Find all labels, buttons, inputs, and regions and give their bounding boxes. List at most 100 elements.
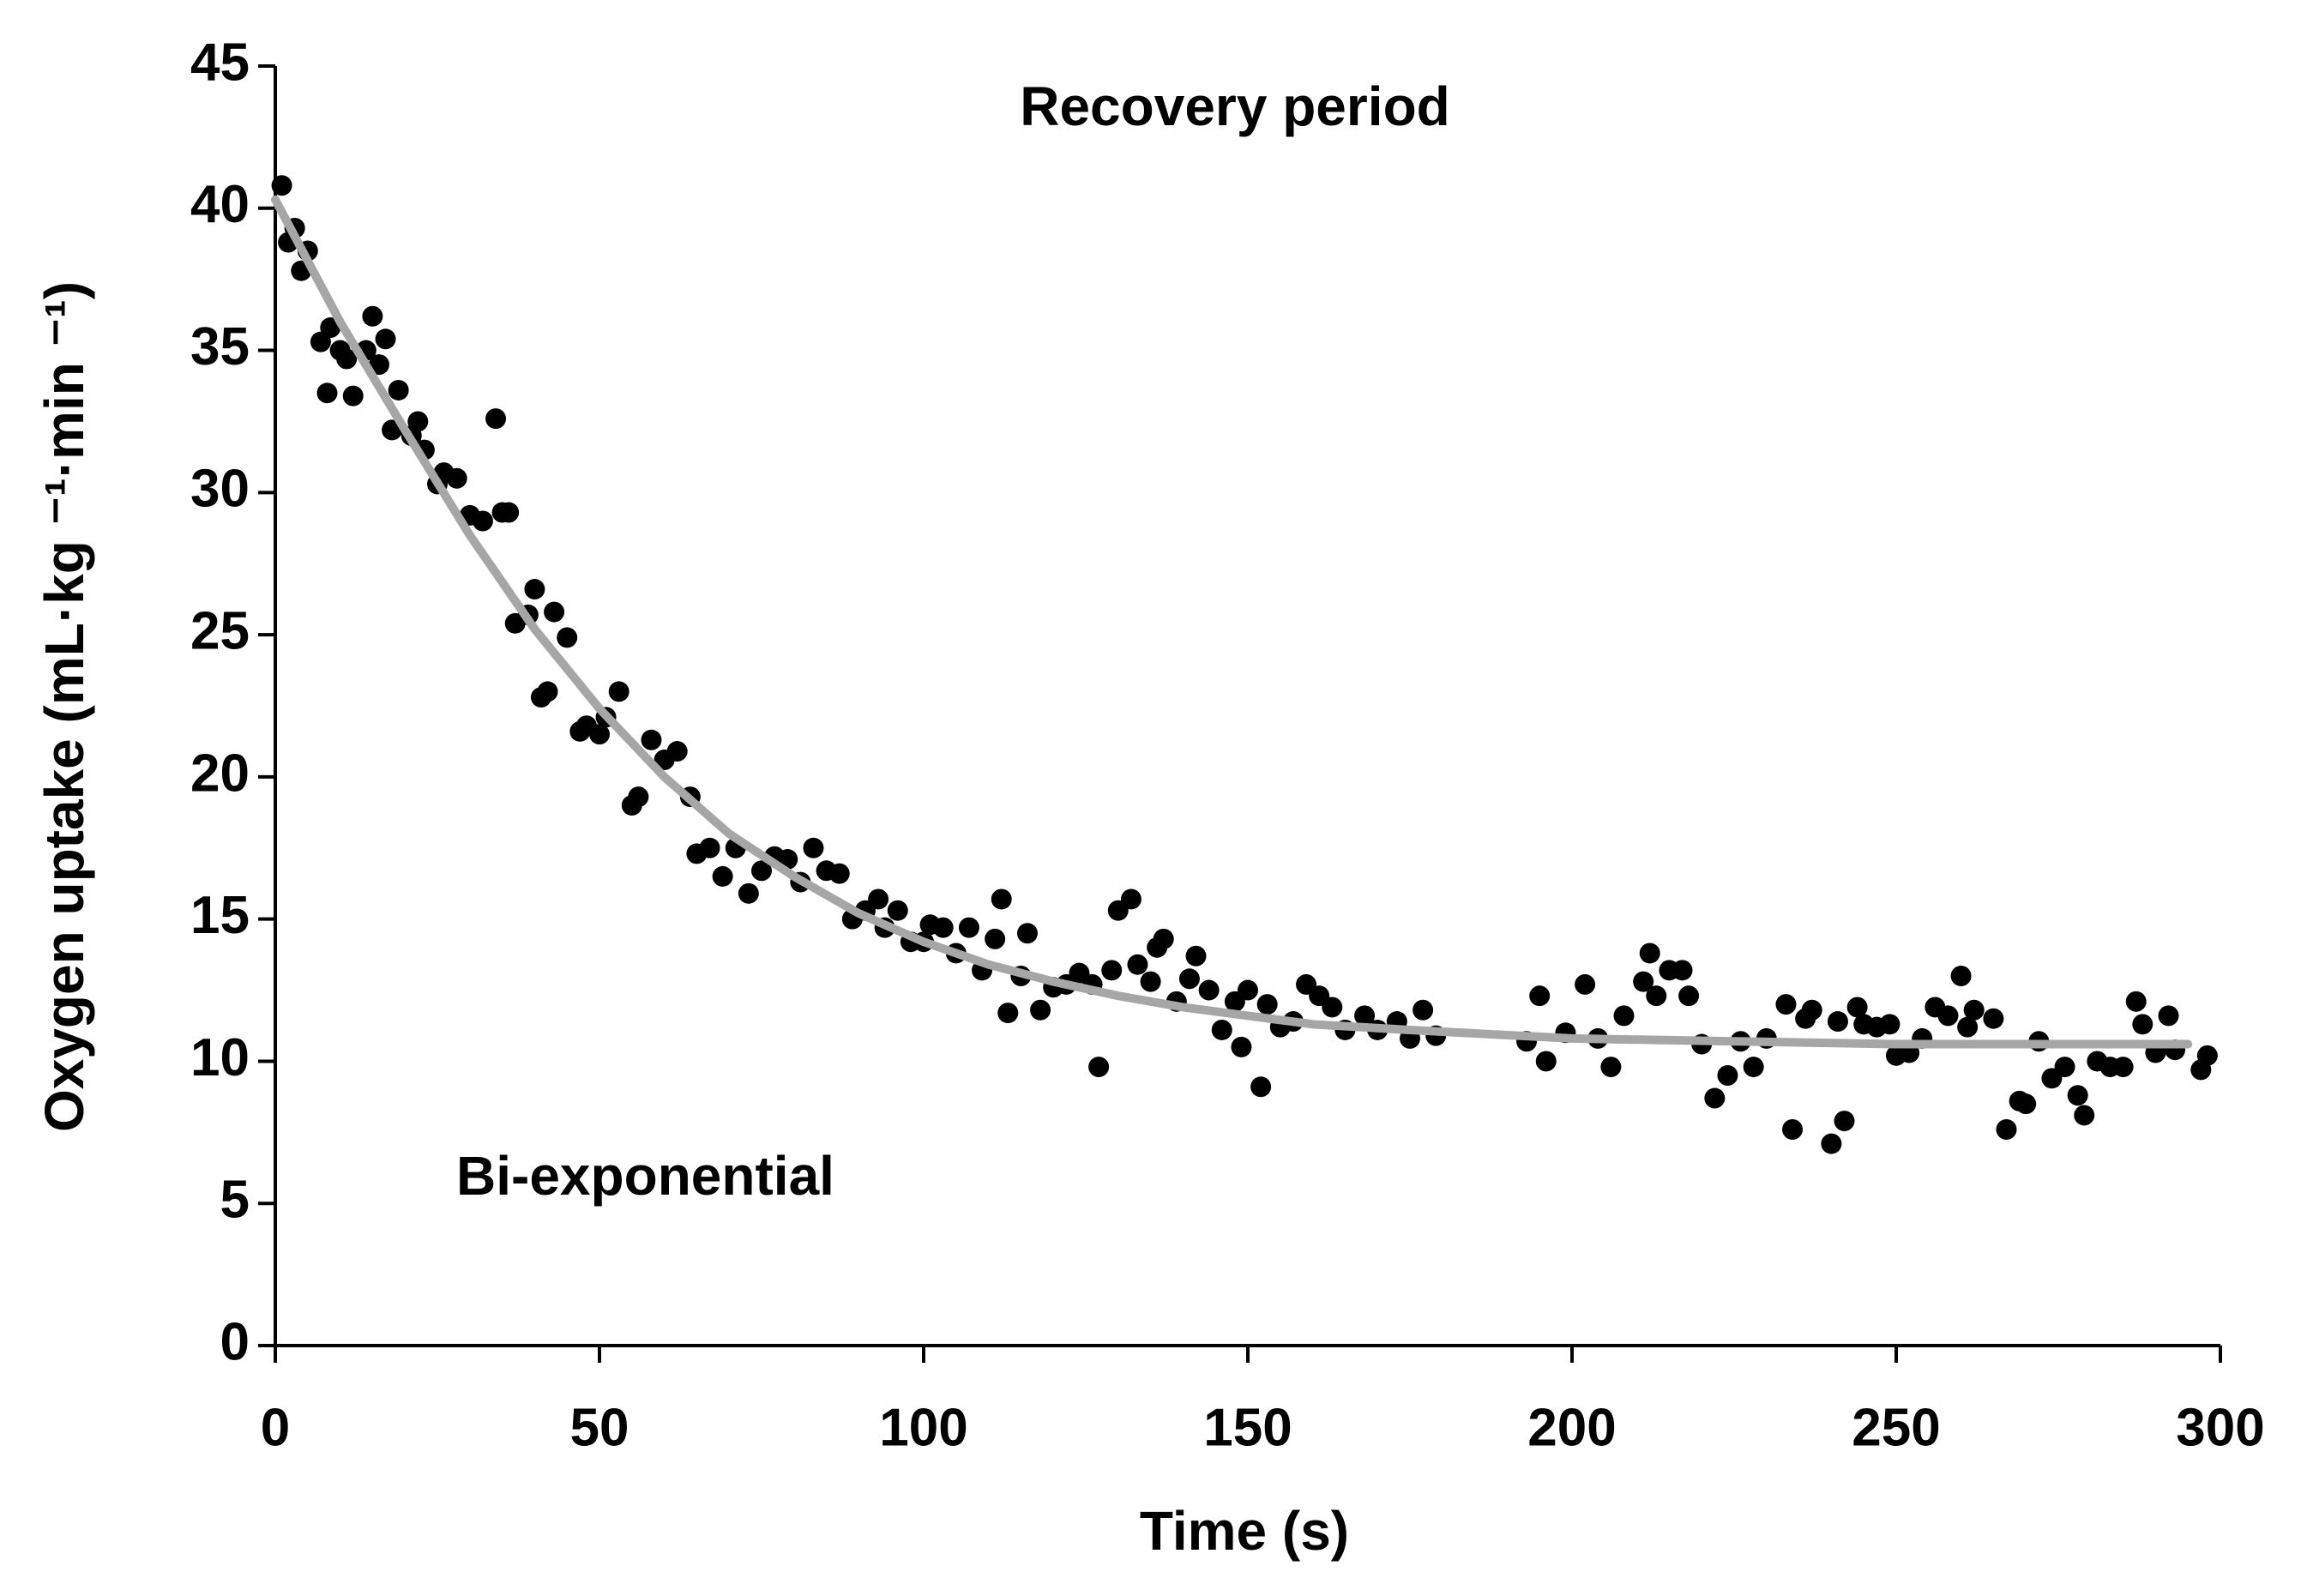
data-point bbox=[2132, 1014, 2153, 1035]
data-point bbox=[608, 681, 629, 702]
y-axis-label: Oxygen uptake (mL·kg ⁻¹·min ⁻¹) bbox=[33, 281, 95, 1132]
x-tick-label: 200 bbox=[1527, 1398, 1616, 1457]
data-point bbox=[1937, 1005, 1959, 1027]
data-point bbox=[1983, 1008, 2004, 1029]
x-tick-label: 0 bbox=[261, 1398, 290, 1457]
y-tick-label: 25 bbox=[190, 601, 250, 660]
y-tick-label: 30 bbox=[190, 460, 250, 519]
data-point bbox=[271, 175, 292, 196]
data-point bbox=[388, 379, 409, 401]
data-point bbox=[1178, 968, 1200, 990]
data-point bbox=[1672, 960, 1693, 981]
data-point bbox=[699, 837, 720, 858]
data-point bbox=[1963, 999, 1985, 1021]
x-tick-label: 100 bbox=[879, 1398, 967, 1457]
data-point bbox=[342, 385, 364, 407]
data-point bbox=[1646, 985, 1667, 1007]
data-point bbox=[2158, 1005, 2179, 1027]
data-point bbox=[1879, 1014, 1900, 1035]
data-point bbox=[628, 786, 649, 808]
x-axis-label: Time (s) bbox=[1140, 1500, 1349, 1562]
data-point bbox=[2015, 1093, 2037, 1115]
data-point bbox=[751, 860, 772, 882]
data-point bbox=[1153, 928, 1174, 949]
data-point bbox=[712, 865, 733, 887]
data-point bbox=[1030, 999, 1051, 1021]
fit-line bbox=[271, 195, 2193, 1049]
data-point bbox=[316, 382, 338, 404]
data-point bbox=[738, 882, 759, 904]
data-point bbox=[485, 408, 507, 430]
data-point bbox=[828, 863, 850, 884]
data-point bbox=[1575, 973, 1596, 995]
data-point bbox=[666, 741, 688, 762]
data-point bbox=[407, 411, 429, 432]
data-point bbox=[1957, 1016, 1979, 1038]
data-point bbox=[997, 1003, 1019, 1024]
data-point bbox=[985, 928, 1006, 949]
data-point bbox=[1704, 1087, 1726, 1109]
y-tick-label: 45 bbox=[190, 33, 250, 92]
data-point bbox=[1996, 1119, 2017, 1141]
y-tick-label: 20 bbox=[190, 744, 250, 803]
data-point bbox=[1198, 979, 1220, 1001]
data-point bbox=[1743, 1057, 1764, 1078]
data-point bbox=[362, 305, 383, 327]
data-point bbox=[803, 837, 824, 858]
data-point bbox=[544, 601, 565, 623]
x-tick-label: 300 bbox=[2176, 1398, 2264, 1457]
data-point bbox=[2112, 1057, 2134, 1078]
data-point bbox=[1231, 1036, 1252, 1057]
data-point bbox=[1413, 999, 1434, 1021]
data-point bbox=[1322, 997, 1343, 1018]
data-point bbox=[1834, 1111, 1855, 1132]
data-point bbox=[1678, 985, 1700, 1007]
data-point bbox=[1101, 960, 1123, 981]
y-tick-label: 10 bbox=[190, 1028, 250, 1087]
data-point bbox=[320, 317, 341, 339]
y-tick-label: 5 bbox=[220, 1171, 250, 1230]
data-point bbox=[1088, 1057, 1110, 1078]
y-tick-label: 35 bbox=[190, 317, 250, 376]
annotation: Bi-exponential bbox=[456, 1145, 834, 1207]
data-point bbox=[958, 917, 979, 938]
data-point bbox=[1782, 1119, 1804, 1141]
data-point bbox=[1600, 1057, 1622, 1078]
data-point bbox=[1529, 985, 1551, 1007]
data-point bbox=[1185, 945, 1207, 967]
x-tick-label: 150 bbox=[1203, 1398, 1292, 1457]
data-point bbox=[1613, 1005, 1635, 1027]
data-point bbox=[1639, 943, 1660, 964]
data-point bbox=[589, 724, 610, 745]
data-point bbox=[1633, 971, 1654, 992]
data-point bbox=[991, 888, 1012, 910]
data-point bbox=[1950, 965, 1972, 986]
data-point bbox=[537, 681, 558, 702]
y-tick-label: 0 bbox=[220, 1312, 250, 1371]
data-point bbox=[1821, 1133, 1842, 1154]
data-point bbox=[2125, 991, 2147, 1012]
data-point bbox=[1016, 923, 1038, 944]
x-tick-label: 250 bbox=[1852, 1398, 1940, 1457]
data-point bbox=[336, 348, 358, 370]
data-point bbox=[1120, 888, 1141, 910]
data-point bbox=[2196, 1045, 2218, 1066]
data-point bbox=[641, 729, 662, 750]
data-point bbox=[1535, 1051, 1557, 1072]
data-point bbox=[1717, 1065, 1738, 1087]
data-point bbox=[932, 917, 954, 938]
data-point bbox=[472, 510, 493, 532]
data-point bbox=[1211, 1019, 1232, 1040]
data-point bbox=[1238, 979, 1258, 1001]
data-point bbox=[868, 888, 889, 910]
data-point bbox=[2067, 1085, 2088, 1106]
annotation: Recovery period bbox=[1020, 75, 1450, 137]
data-point bbox=[1775, 994, 1797, 1015]
data-point bbox=[557, 627, 578, 648]
data-point bbox=[1127, 954, 1148, 975]
y-tick-label: 15 bbox=[190, 886, 250, 945]
data-point bbox=[1846, 997, 1868, 1018]
data-point bbox=[1256, 994, 1278, 1015]
